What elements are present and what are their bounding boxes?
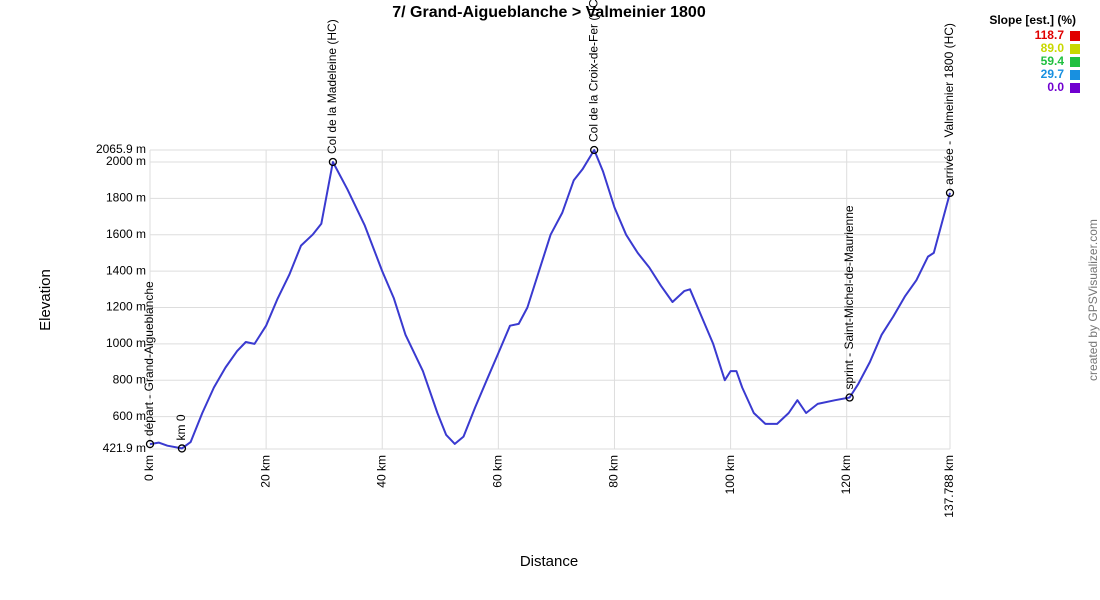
y-tick-label: 1600 m	[106, 227, 146, 241]
elevation-line	[149, 149, 951, 450]
x-tick-label: 137.788 km	[942, 455, 956, 518]
waypoint-label: km 0	[174, 414, 188, 440]
x-tick-label: 120 km	[839, 455, 853, 494]
y-tick-label: 1000 m	[106, 336, 146, 350]
y-tick-label: 2000 m	[106, 154, 146, 168]
waypoint-label: départ - Grand-Aigueblanche	[142, 281, 156, 436]
waypoint-marker	[945, 188, 955, 198]
legend-label: 59.4	[1041, 54, 1065, 68]
chart-title: 7/ Grand-Aigueblanche > Valmeinier 1800	[392, 4, 706, 21]
legend-label: 29.7	[1041, 67, 1065, 81]
waypoint-label: Col de la Croix-de-Fer (HC)	[586, 0, 600, 142]
y-tick-label: 1800 m	[106, 191, 146, 205]
waypoint-marker	[590, 145, 599, 155]
x-tick-label: 60 km	[491, 455, 505, 488]
waypoint-label: sprint - Saint-Michel-de-Maurienne	[842, 205, 856, 389]
legend-label: 118.7	[1035, 28, 1065, 42]
x-tick-label: 20 km	[258, 455, 272, 488]
y-tick-label: 2065.9 m	[96, 142, 146, 156]
waypoint-label: arrivée - Valmeinier 1800 (HC)	[942, 23, 956, 185]
y-axis-label: Elevation	[37, 269, 54, 331]
y-tick-label: 1200 m	[106, 300, 146, 314]
legend-title: Slope [est.] (%)	[989, 13, 1076, 27]
x-tick-label: 0 km	[142, 455, 156, 481]
y-tick-label: 800 m	[113, 372, 146, 386]
waypoint-marker	[328, 157, 338, 167]
legend-label: 89.0	[1041, 41, 1065, 55]
legend-label: 0.0	[1047, 80, 1064, 94]
legend-swatch	[1070, 31, 1080, 41]
legend-swatch	[1070, 57, 1080, 67]
x-tick-label: 40 km	[374, 455, 388, 488]
x-axis-label: Distance	[520, 553, 578, 570]
credit: created by GPSVisualizer.com	[1086, 219, 1100, 381]
x-tick-label: 80 km	[607, 455, 621, 488]
legend-swatch	[1070, 83, 1080, 93]
y-tick-label: 421.9 m	[103, 441, 146, 455]
waypoint-marker	[145, 439, 155, 449]
waypoint-marker	[177, 444, 187, 453]
y-tick-label: 1400 m	[106, 263, 146, 277]
waypoint-label: Col de la Madeleine (HC)	[325, 19, 339, 154]
waypoint-marker	[845, 393, 854, 402]
legend-swatch	[1070, 70, 1080, 80]
legend-swatch	[1070, 44, 1080, 54]
x-tick-label: 100 km	[723, 455, 737, 494]
y-tick-label: 600 m	[113, 409, 146, 423]
